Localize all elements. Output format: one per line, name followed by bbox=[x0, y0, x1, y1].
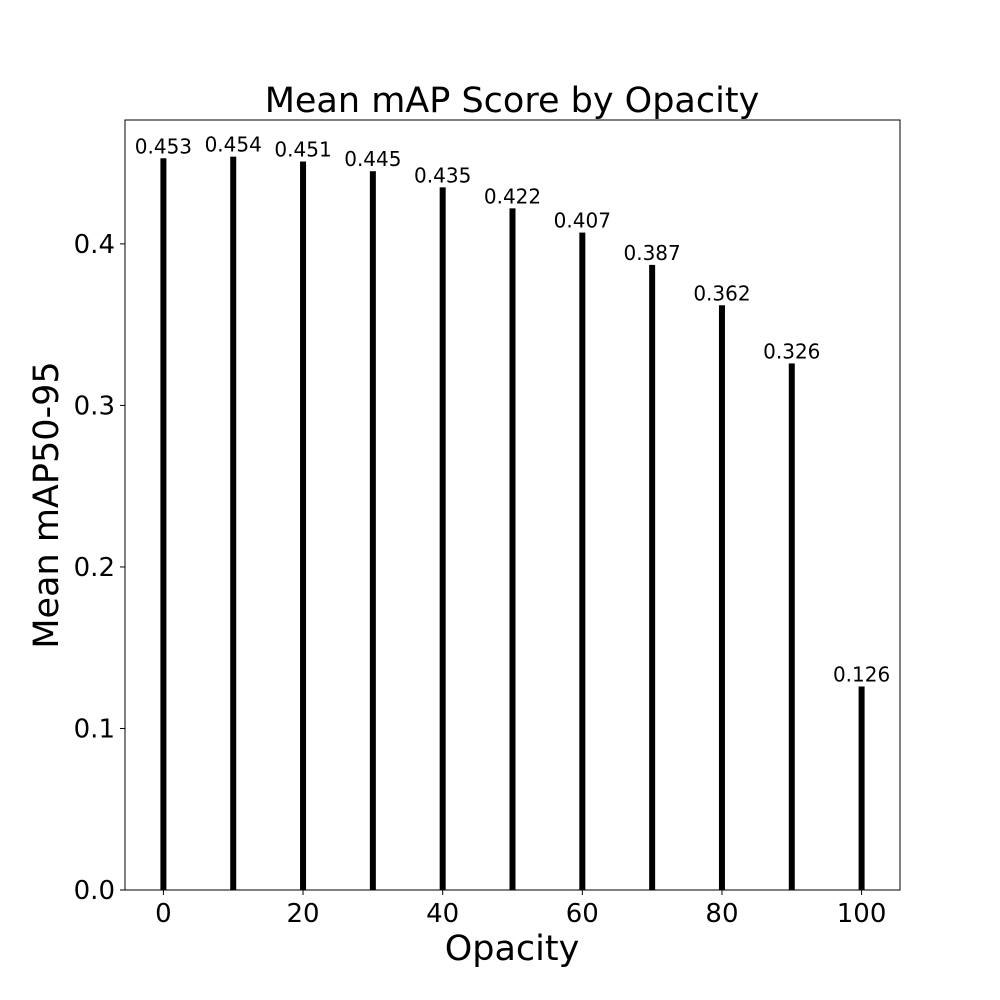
bar bbox=[160, 158, 167, 891]
data-label: 0.453 bbox=[135, 134, 192, 158]
x-tick-label: 100 bbox=[837, 899, 887, 929]
y-tick-label: 0.1 bbox=[74, 714, 115, 744]
bar bbox=[718, 305, 725, 890]
bars-group bbox=[160, 156, 865, 891]
data-label: 0.387 bbox=[624, 241, 681, 265]
x-tick-label: 40 bbox=[426, 899, 459, 929]
x-tick-label: 0 bbox=[155, 899, 172, 929]
data-label: 0.445 bbox=[344, 147, 401, 171]
y-axis-label: Mean mAP50-95 bbox=[27, 361, 67, 648]
bar bbox=[300, 161, 307, 891]
chart-title: Mean mAP Score by Opacity bbox=[265, 81, 760, 121]
data-label: 0.454 bbox=[205, 133, 262, 157]
bar bbox=[509, 208, 516, 891]
data-label: 0.451 bbox=[274, 138, 331, 162]
plot-frame bbox=[124, 119, 901, 891]
bar bbox=[649, 264, 656, 890]
y-tick-label: 0.2 bbox=[74, 553, 115, 583]
x-axis-label: Opacity bbox=[445, 929, 580, 969]
y-tick-label: 0.3 bbox=[74, 391, 115, 421]
y-tick-label: 0.4 bbox=[74, 230, 115, 260]
y-tick-label: 0.0 bbox=[74, 876, 115, 906]
data-label: 0.126 bbox=[833, 662, 890, 686]
data-label: 0.407 bbox=[554, 209, 611, 233]
bar bbox=[439, 187, 446, 891]
x-tick-label: 60 bbox=[566, 899, 599, 929]
data-label: 0.422 bbox=[484, 184, 541, 208]
x-tick-label: 80 bbox=[705, 899, 738, 929]
data-label: 0.435 bbox=[414, 163, 471, 187]
bar bbox=[230, 156, 237, 890]
data-label: 0.362 bbox=[693, 281, 750, 305]
data-labels-group: 0.453 0.454 0.451 0.445 0.435 0.422 0.407 0.387… bbox=[135, 133, 890, 687]
bar bbox=[858, 686, 865, 890]
bar bbox=[579, 232, 586, 890]
bar bbox=[788, 363, 795, 890]
x-tick-label: 20 bbox=[286, 899, 319, 929]
data-label: 0.326 bbox=[763, 339, 820, 363]
x-axis-ticks: 0 20 40 60 80 100 bbox=[155, 890, 886, 929]
bar bbox=[369, 171, 376, 891]
y-axis-ticks: 0.0 0.1 0.2 0.3 0.4 bbox=[74, 230, 125, 906]
